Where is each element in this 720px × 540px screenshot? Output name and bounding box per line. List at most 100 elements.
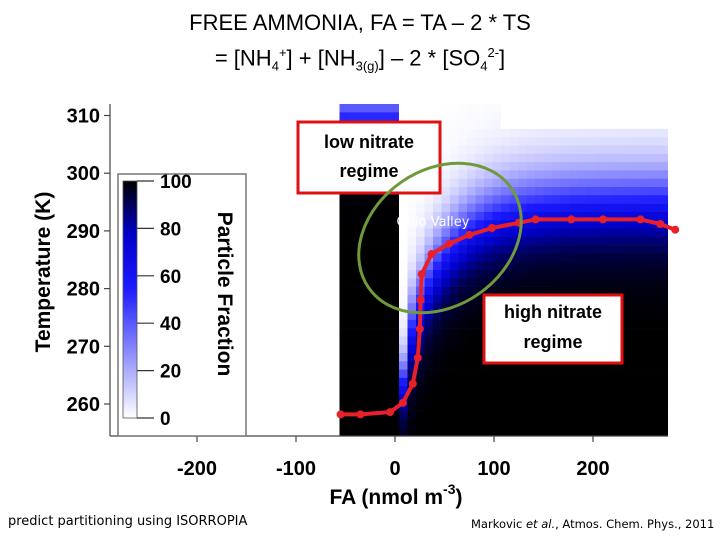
heatmap-cell: [662, 394, 668, 404]
heatmap-cell: [237, 120, 247, 130]
heatmap-cell: [246, 328, 255, 337]
heatmap-cell: [492, 228, 502, 238]
heatmap-cell: [254, 377, 264, 387]
heatmap-cell: [433, 328, 442, 337]
heatmap-cell: [254, 402, 264, 412]
heatmap-cell: [492, 162, 502, 171]
heatmap-cell: [518, 245, 527, 254]
series-point: [465, 230, 474, 239]
heatmap-cell: [458, 336, 468, 345]
heatmap-cell: [280, 120, 289, 130]
heatmap-cell: [407, 294, 417, 304]
heatmap-cell: [203, 120, 213, 130]
heatmap-cell: [662, 170, 668, 179]
heatmap-cell: [594, 203, 604, 213]
heatmap-cell: [322, 286, 332, 296]
heatmap-cell: [110, 178, 119, 188]
heatmap-cell: [229, 153, 238, 163]
heatmap-cell: [305, 253, 315, 262]
heatmap-cell: [611, 112, 621, 121]
heatmap-cell: [441, 427, 451, 436]
heatmap-cell: [399, 278, 408, 287]
heatmap-cell: [577, 386, 587, 395]
heatmap-cell: [356, 203, 366, 213]
heatmap-cell: [586, 153, 595, 163]
heatmap-cell: [254, 303, 264, 312]
heatmap-cell: [458, 236, 468, 246]
heatmap-cell: [654, 411, 663, 420]
heatmap-cell: [280, 170, 289, 179]
heatmap-cell: [441, 203, 451, 213]
x-axis-title: FA (nmol m-3): [329, 481, 462, 509]
heatmap-cell: [484, 278, 493, 287]
heatmap-cell: [246, 319, 255, 329]
heatmap-cell: [246, 162, 255, 171]
heatmap-cell: [263, 402, 272, 412]
heatmap-cell: [628, 137, 638, 146]
series-point: [356, 410, 365, 419]
heatmap-cell: [127, 153, 136, 163]
heatmap-cell: [526, 187, 536, 196]
heatmap-cell: [263, 361, 272, 370]
heatmap-cell: [662, 178, 668, 188]
heatmap-cell: [501, 369, 510, 379]
heatmap-cell: [654, 145, 663, 155]
heatmap-cell: [611, 386, 621, 395]
heatmap-cell: [339, 270, 349, 279]
heatmap-cell: [331, 402, 340, 412]
heatmap-cell: [526, 261, 536, 271]
heatmap-cell: [611, 104, 621, 113]
heatmap-cell: [441, 294, 451, 304]
heatmap-cell: [373, 377, 383, 387]
heatmap-cell: [212, 145, 221, 155]
heatmap-cell: [458, 128, 468, 138]
heatmap-cell: [645, 278, 655, 287]
heatmap-cell: [135, 104, 145, 113]
heatmap-cell: [314, 104, 323, 113]
heatmap-cell: [118, 137, 128, 146]
heatmap-cell: [271, 402, 281, 412]
heatmap-cell: [594, 361, 604, 370]
heatmap-cell: [416, 195, 425, 204]
heatmap-cell: [577, 203, 587, 213]
heatmap-cell: [586, 112, 595, 121]
heatmap-cell: [263, 369, 272, 379]
heatmap-cell: [526, 361, 536, 370]
heatmap-cell: [662, 120, 668, 130]
heatmap-cell: [518, 153, 527, 163]
heatmap-cell: [586, 253, 595, 262]
heatmap-cell: [390, 369, 400, 379]
heatmap-cell: [416, 369, 425, 379]
heatmap-cell: [407, 311, 417, 321]
heatmap-cell: [475, 187, 485, 196]
heatmap-cell: [509, 211, 519, 221]
heatmap-cell: [356, 353, 366, 362]
heatmap-cell: [390, 203, 400, 213]
heatmap-cell: [475, 419, 485, 428]
heatmap-cell: [594, 178, 604, 188]
heatmap-cell: [492, 402, 502, 412]
heatmap-cell: [518, 162, 527, 171]
heatmap-cell: [373, 245, 383, 254]
colorbar-title: Particle Fraction: [213, 212, 236, 377]
heatmap-cell: [331, 112, 340, 121]
heatmap-cell: [475, 153, 485, 163]
heatmap-cell: [458, 377, 468, 387]
heatmap-cell: [305, 286, 315, 296]
heatmap-cell: [280, 319, 289, 329]
heatmap-cell: [535, 377, 544, 387]
heatmap-cell: [263, 311, 272, 321]
heatmap-cell: [441, 319, 451, 329]
heatmap-cell: [382, 261, 391, 271]
heatmap-cell: [484, 203, 493, 213]
heatmap-cell: [509, 286, 519, 296]
heatmap-cell: [254, 137, 264, 146]
heatmap-cell: [331, 344, 340, 354]
heatmap-cell: [594, 104, 604, 113]
heatmap-cell: [441, 278, 451, 287]
heatmap-cell: [594, 377, 604, 387]
heatmap-cell: [569, 195, 578, 204]
heatmap-cell: [348, 195, 357, 204]
heatmap-cell: [348, 203, 357, 213]
heatmap-cell: [186, 120, 196, 130]
